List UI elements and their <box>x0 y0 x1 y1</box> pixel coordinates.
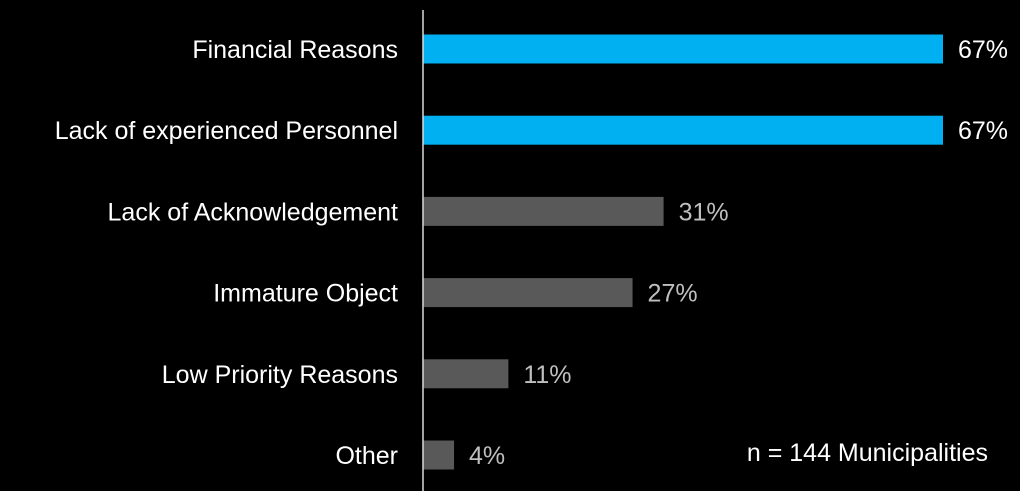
category-label-3: Immature Object <box>213 280 398 308</box>
bar-2 <box>423 196 664 226</box>
category-label-1: Lack of experienced Personnel <box>55 117 398 145</box>
bar-1 <box>423 115 943 145</box>
bars-group <box>423 34 943 470</box>
value-label-1: 67% <box>958 117 1008 145</box>
category-label-5: Other <box>335 442 398 470</box>
bar-4 <box>423 359 509 389</box>
value-label-0: 67% <box>958 36 1008 64</box>
category-labels-group: Financial Reasons Lack of experienced Per… <box>55 36 398 470</box>
value-label-5: 4% <box>469 442 505 470</box>
category-label-2: Lack of Acknowledgement <box>108 198 399 226</box>
bar-3 <box>423 278 633 308</box>
bar-0 <box>423 34 943 64</box>
category-label-0: Financial Reasons <box>192 36 398 64</box>
sample-size-note: n = 144 Municipalities <box>747 439 988 467</box>
value-label-2: 31% <box>679 198 729 226</box>
category-label-4: Low Priority Reasons <box>162 361 398 389</box>
value-label-4: 11% <box>523 361 571 389</box>
bar-5 <box>423 440 455 470</box>
value-labels-group: 67% 67% 31% 27% 11% 4% <box>469 36 1008 470</box>
value-label-3: 27% <box>648 280 698 308</box>
